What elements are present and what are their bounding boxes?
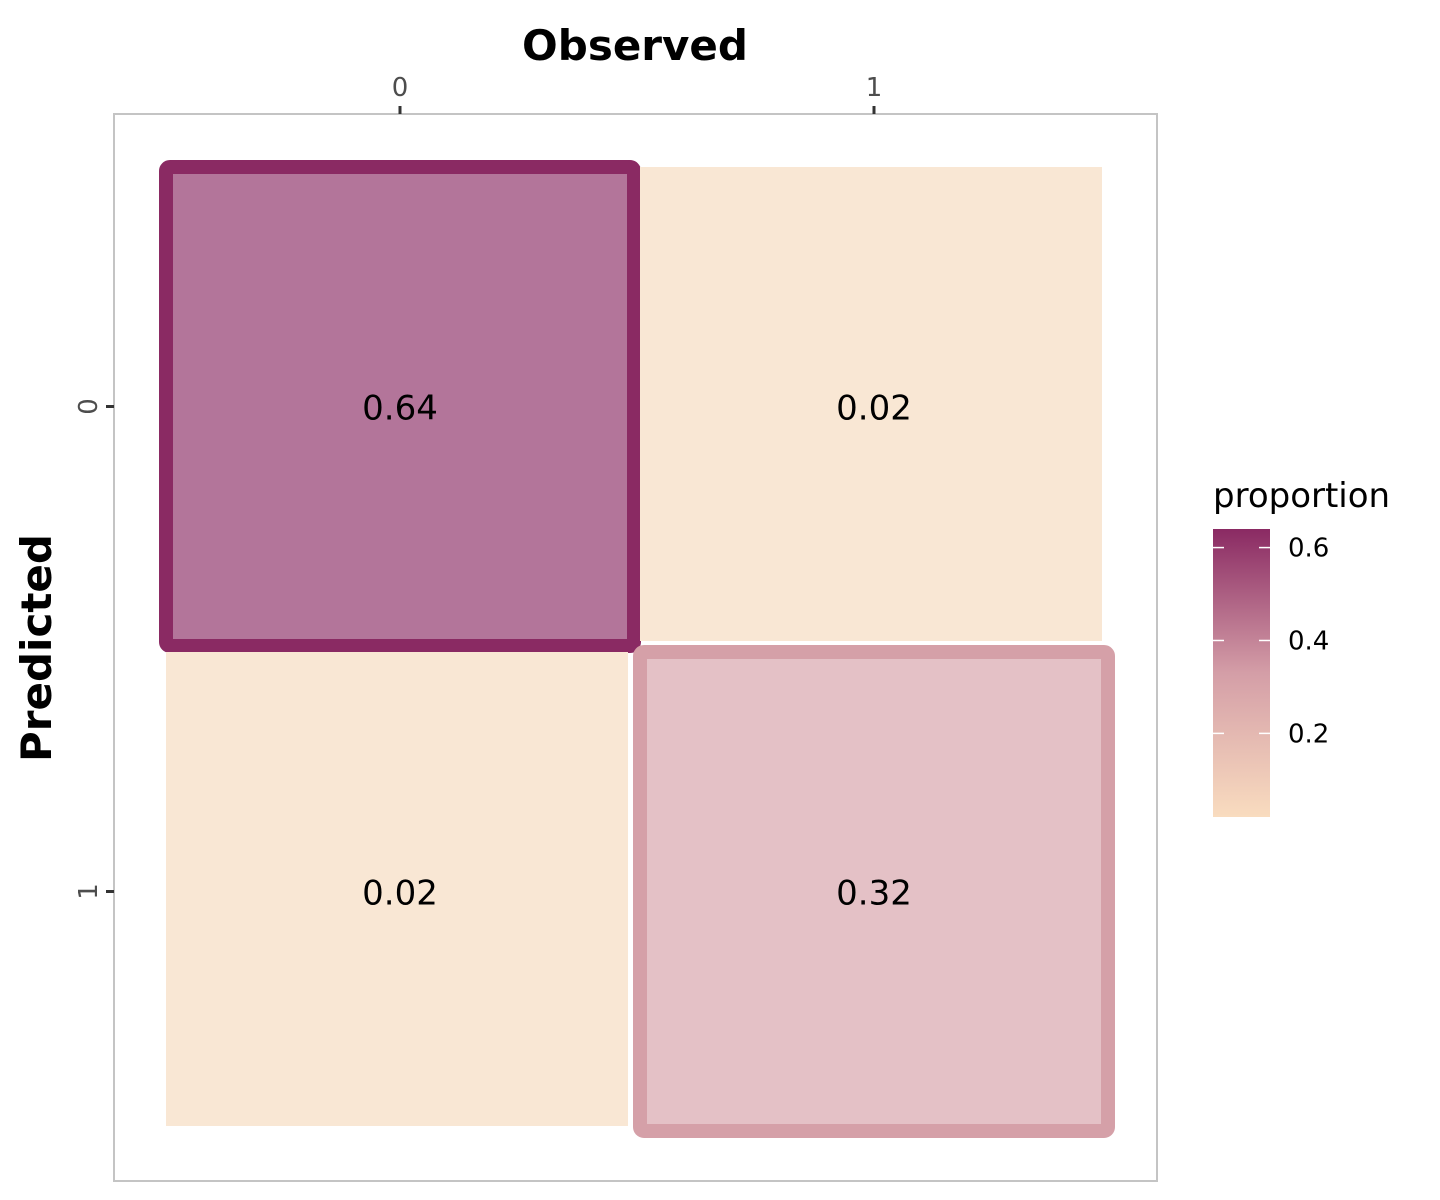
y-tick-label: 1 [74, 883, 104, 900]
panel-border [113, 113, 1158, 1182]
y-axis-title: Predicted [12, 534, 61, 762]
y-tick-label: 0 [74, 398, 104, 415]
cell-value-label: 0.32 [836, 874, 912, 914]
cell-value-label: 0.02 [836, 389, 912, 429]
legend-ticks: 0.6 0.4 0.2 [1213, 534, 1329, 749]
heatmap-cell-predicted-1-observed-0 [166, 652, 628, 1126]
legend-colorbar [1213, 529, 1270, 817]
cell-value-label: 0.02 [362, 874, 438, 914]
x-tick-label: 0 [392, 73, 409, 103]
heatmap-cell-predicted-0-observed-0 [159, 160, 641, 653]
legend-tick-label: 0.6 [1288, 534, 1329, 564]
legend: proportion 0.6 0.4 0.2 [1213, 476, 1390, 817]
heatmap-cells: 0.64 0.02 0.02 0.32 [159, 160, 1115, 1138]
axis-ticks: 0 1 0 1 [74, 73, 882, 900]
x-tick-label: 1 [866, 73, 883, 103]
legend-tick-label: 0.4 [1288, 626, 1329, 656]
legend-title: proportion [1213, 476, 1390, 516]
cell-value-label: 0.64 [362, 389, 438, 429]
heatmap-cell-predicted-0-observed-1 [640, 167, 1102, 641]
x-axis-title: Observed [522, 21, 748, 70]
legend-tick-label: 0.2 [1288, 719, 1329, 749]
heatmap-cell-predicted-1-observed-1 [633, 645, 1115, 1138]
